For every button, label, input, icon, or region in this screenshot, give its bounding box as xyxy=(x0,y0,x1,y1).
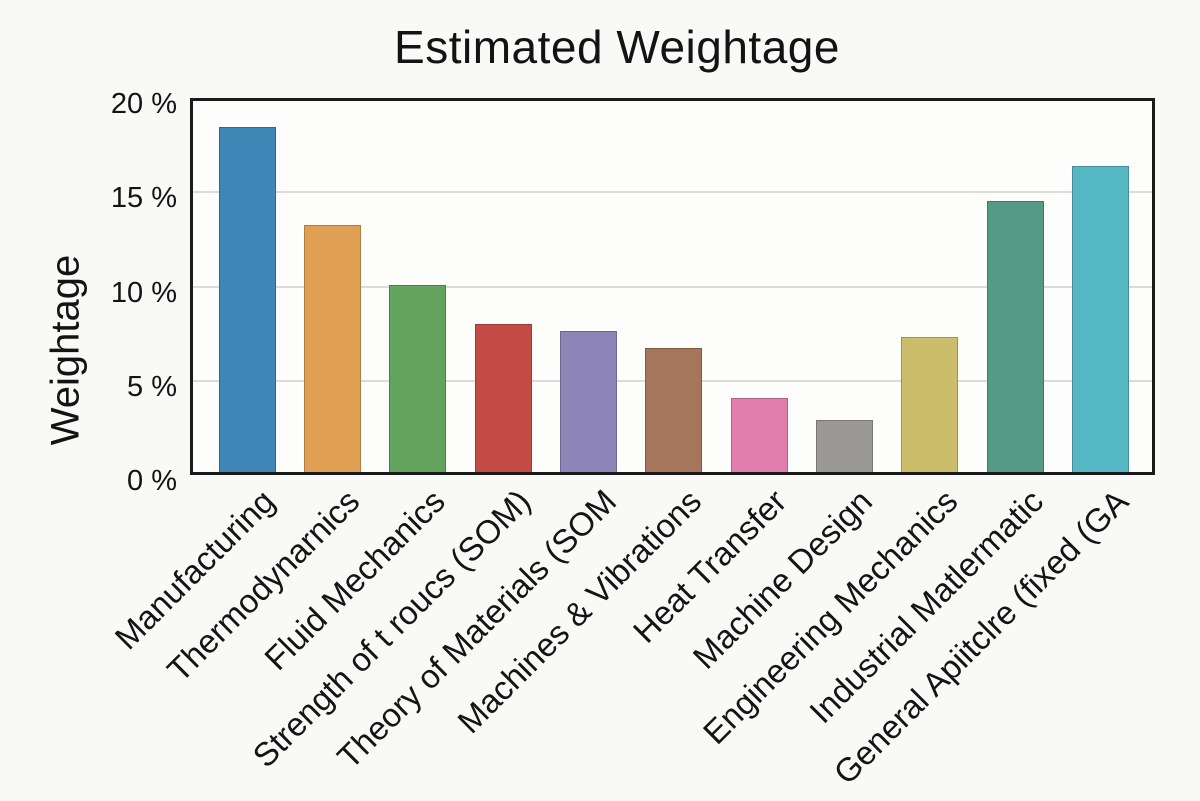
bar xyxy=(389,284,447,472)
bar xyxy=(730,397,788,472)
y-tick-label: 10 % xyxy=(110,276,177,309)
bar xyxy=(474,323,532,472)
gridline xyxy=(193,285,1152,288)
bar xyxy=(1072,165,1129,472)
bar xyxy=(645,347,703,472)
y-tick-label: 20 % xyxy=(110,88,177,120)
bar xyxy=(303,225,361,472)
y-tick-label: 0 % xyxy=(127,465,177,497)
bar xyxy=(901,336,959,472)
gridline xyxy=(193,191,1152,194)
bar xyxy=(559,331,617,472)
chart-title: Estimated Weightage xyxy=(394,21,840,73)
plot-area xyxy=(190,98,1155,475)
bar xyxy=(986,201,1044,472)
y-tick-label: 15 % xyxy=(110,182,177,215)
y-tick-label: 5 % xyxy=(127,370,177,403)
bar xyxy=(815,420,873,472)
bar xyxy=(218,126,276,472)
